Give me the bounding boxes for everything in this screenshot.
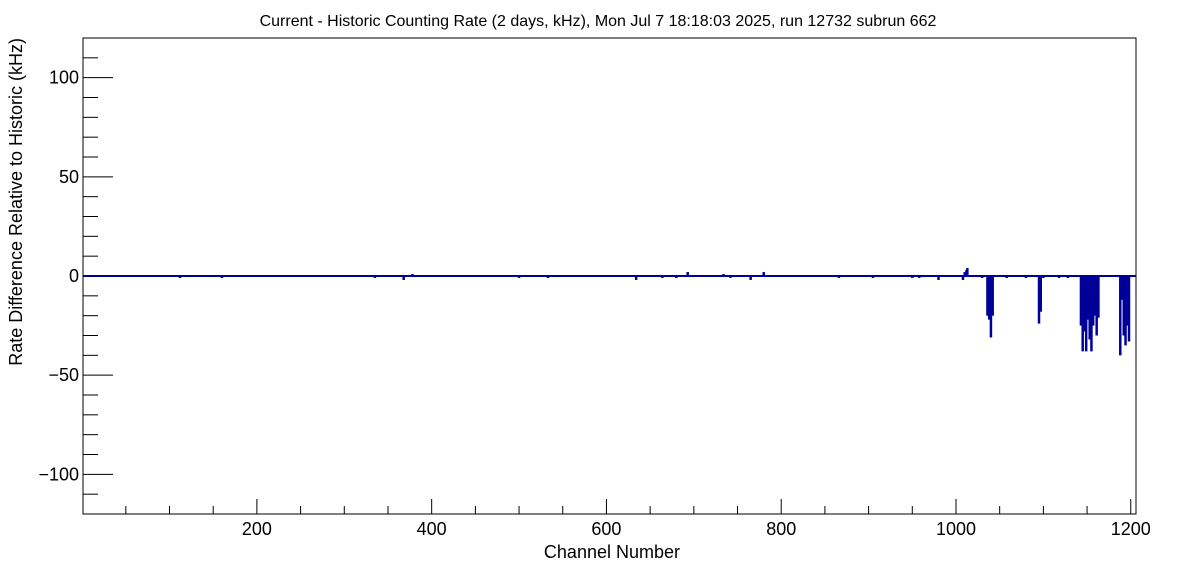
y-axis-ticks [83,57,113,495]
y-tick-label: 50 [59,167,79,187]
y-tick-label: 0 [69,266,79,286]
x-axis-ticks [125,499,1132,514]
x-axis-label: Channel Number [544,542,680,562]
x-tick-label: 1200 [1111,519,1151,539]
x-axis-tick-labels: 200 400 600 800 1000 1200 [242,519,1151,539]
x-tick-label: 600 [591,519,621,539]
x-tick-label: 400 [417,519,447,539]
y-tick-label: 100 [49,68,79,88]
data-series [178,268,1131,356]
x-tick-label: 800 [766,519,796,539]
x-tick-label: 1000 [936,519,976,539]
y-tick-label: −100 [38,464,79,484]
y-axis-label: Rate Difference Relative to Historic (kH… [6,38,26,366]
chart-title: Current - Historic Counting Rate (2 days… [260,13,937,30]
y-tick-label: −50 [48,365,79,385]
x-tick-label: 200 [242,519,272,539]
y-axis-tick-labels: −100 −50 0 50 100 [38,68,79,485]
